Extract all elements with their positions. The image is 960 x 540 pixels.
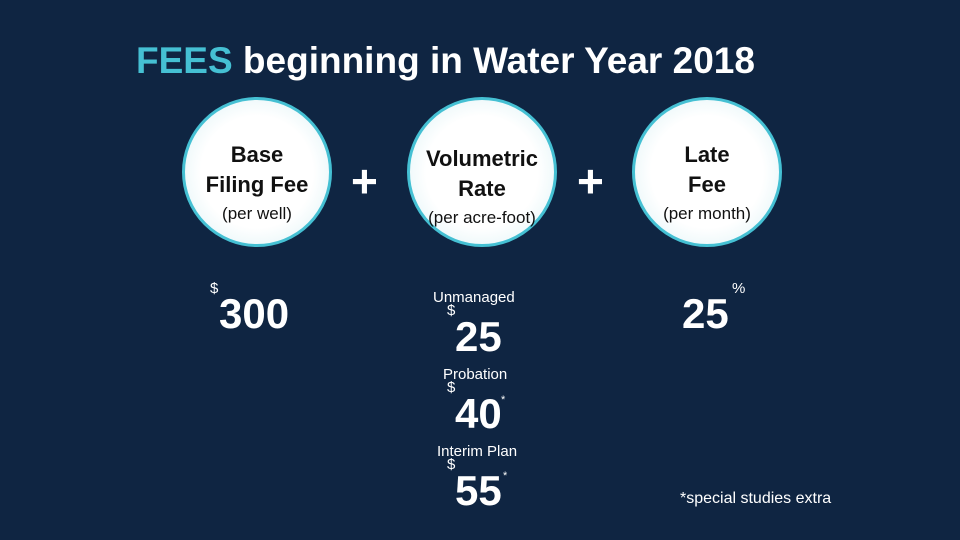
- rate-label-unmanaged: Unmanaged: [433, 289, 515, 306]
- page-title: FEES beginning in Water Year 2018: [136, 40, 755, 82]
- rate-note-mark: *: [503, 470, 508, 482]
- volumetric-rate-circle: Volumetric Rate (per acre-foot): [407, 97, 557, 247]
- base-filing-fee-name: Base Filing Fee: [185, 140, 329, 200]
- footnote: *special studies extra: [680, 490, 832, 507]
- fee-name-line: Base: [230, 142, 284, 167]
- late-fee-name: Late Fee: [635, 140, 779, 200]
- plus-sign: +: [351, 155, 378, 207]
- fee-name-line: Rate: [458, 176, 506, 201]
- rate-currency: $: [447, 456, 456, 473]
- rate-amount-interim-plan: 55: [455, 467, 502, 514]
- volumetric-rate-name: Volumetric Rate: [410, 144, 554, 204]
- fee-name-line: Filing Fee: [205, 172, 309, 197]
- base-fee-amount: 300: [219, 290, 290, 337]
- rate-label-interim-plan: Interim Plan: [437, 443, 518, 460]
- rate-label-probation: Probation: [443, 366, 508, 383]
- rate-amount-probation: 40: [455, 390, 502, 437]
- rate-currency: $: [447, 302, 456, 319]
- plus-sign: +: [577, 155, 604, 207]
- rate-amount-unmanaged: 25: [455, 313, 502, 360]
- late-fee-amount: 25: [682, 290, 729, 337]
- fee-name-line: Fee: [688, 172, 726, 197]
- late-fee-unit: (per month): [663, 204, 751, 223]
- rate-note-mark: *: [501, 394, 506, 406]
- fee-name-line: Late: [684, 142, 730, 167]
- base-filing-fee-circle: Base Filing Fee (per well): [182, 97, 332, 247]
- title-accent: FEES: [136, 40, 233, 81]
- base-fee-currency: $: [210, 280, 219, 297]
- late-fee-circle: Late Fee (per month): [632, 97, 782, 247]
- late-fee-percent: %: [732, 280, 746, 297]
- rate-currency: $: [447, 379, 456, 396]
- fee-name-line: Volumetric: [425, 146, 539, 171]
- volumetric-rate-unit: (per acre-foot): [428, 208, 536, 227]
- base-filing-fee-unit: (per well): [222, 204, 292, 223]
- title-rest: beginning in Water Year 2018: [232, 40, 755, 81]
